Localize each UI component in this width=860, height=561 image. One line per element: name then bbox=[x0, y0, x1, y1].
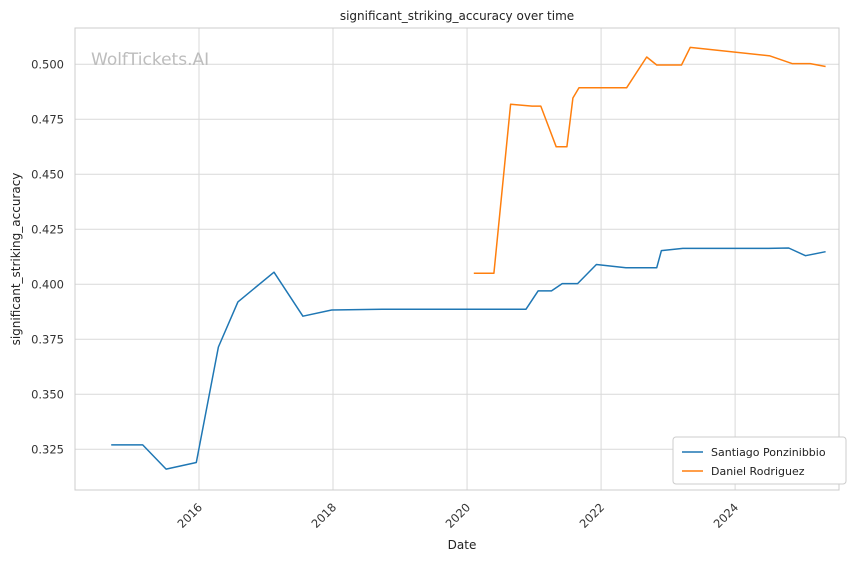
plot-frame bbox=[74, 27, 840, 491]
y-tick-label: 0.450 bbox=[31, 167, 64, 181]
gridlines bbox=[75, 28, 839, 490]
y-axis-title: significant_striking_accuracy bbox=[9, 173, 23, 346]
legend-box bbox=[672, 436, 847, 485]
y-tick-label: 0.350 bbox=[31, 387, 64, 401]
chart-title: significant_striking_accuracy over time bbox=[340, 9, 574, 23]
y-tick-label: 0.400 bbox=[31, 277, 64, 291]
series-lines bbox=[111, 46, 826, 470]
legend: Santiago Ponzinibbio Daniel Rodriguez bbox=[672, 436, 847, 485]
watermark-text: WolfTickets.AI bbox=[91, 50, 209, 70]
legend-label-daniel-rodriguez: Daniel Rodriguez bbox=[711, 465, 805, 478]
y-tick-label: 0.500 bbox=[31, 57, 64, 71]
y-tick-label: 0.325 bbox=[31, 442, 64, 456]
y-tick-label: 0.425 bbox=[31, 222, 64, 236]
y-tick-label: 0.375 bbox=[31, 332, 64, 346]
series-line-santiago-ponzinibbio bbox=[111, 247, 826, 470]
y-tick-label: 0.475 bbox=[31, 112, 64, 126]
legend-label-santiago-ponzinibbio: Santiago Ponzinibbio bbox=[711, 446, 826, 459]
x-axis-title: Date bbox=[448, 538, 477, 552]
series-line-daniel-rodriguez bbox=[473, 46, 826, 275]
